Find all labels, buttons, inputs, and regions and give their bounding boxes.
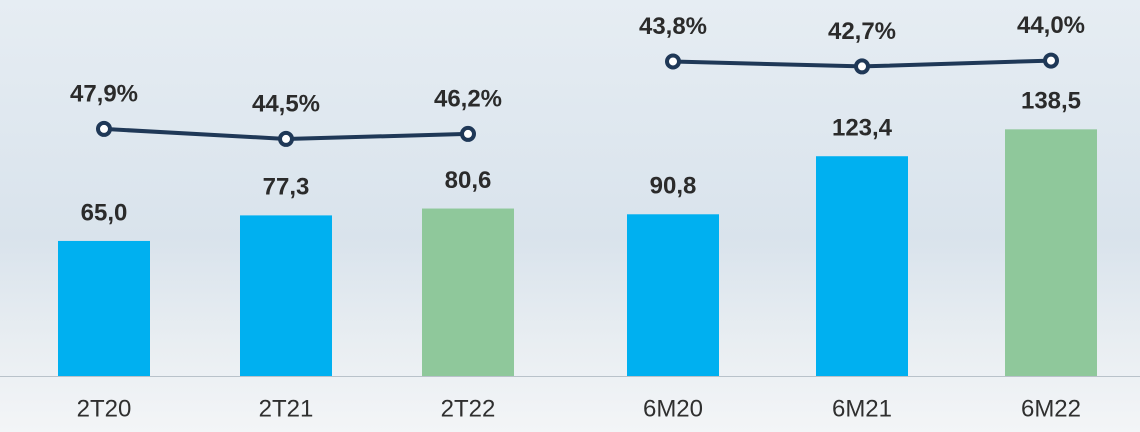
x-tick-label: 2T21	[259, 395, 314, 422]
bar	[240, 215, 332, 376]
bar	[58, 240, 150, 376]
line-marker	[278, 130, 294, 147]
line-value-label: 44,5%	[252, 90, 320, 117]
line-value-label: 43,8%	[639, 13, 707, 40]
line-value-label: 44,0%	[1017, 12, 1085, 39]
line-value-label: 46,2%	[434, 85, 502, 112]
line-marker	[1043, 52, 1059, 69]
x-tick-label: 2T20	[77, 395, 132, 422]
x-tick-label: 6M21	[832, 395, 892, 422]
bar-value-label: 65,0	[81, 199, 128, 226]
line-value-label: 47,9%	[70, 80, 138, 107]
line-marker	[460, 125, 476, 142]
line-marker	[96, 120, 112, 137]
bar	[627, 214, 719, 376]
line-value-label: 42,7%	[828, 18, 896, 45]
bar-value-label: 90,8	[650, 173, 697, 200]
bar	[422, 208, 514, 376]
bar-value-label: 138,5	[1021, 88, 1081, 115]
bar-value-label: 123,4	[832, 115, 893, 142]
bar-value-label: 77,3	[263, 174, 310, 201]
x-tick-label: 6M20	[643, 395, 703, 422]
x-tick-label: 2T22	[441, 395, 496, 422]
line-marker	[665, 53, 681, 70]
bar-value-label: 80,6	[445, 167, 492, 194]
bar	[1005, 129, 1097, 376]
x-tick-label: 6M22	[1021, 395, 1081, 422]
line-marker	[854, 58, 870, 75]
bar	[816, 156, 908, 376]
